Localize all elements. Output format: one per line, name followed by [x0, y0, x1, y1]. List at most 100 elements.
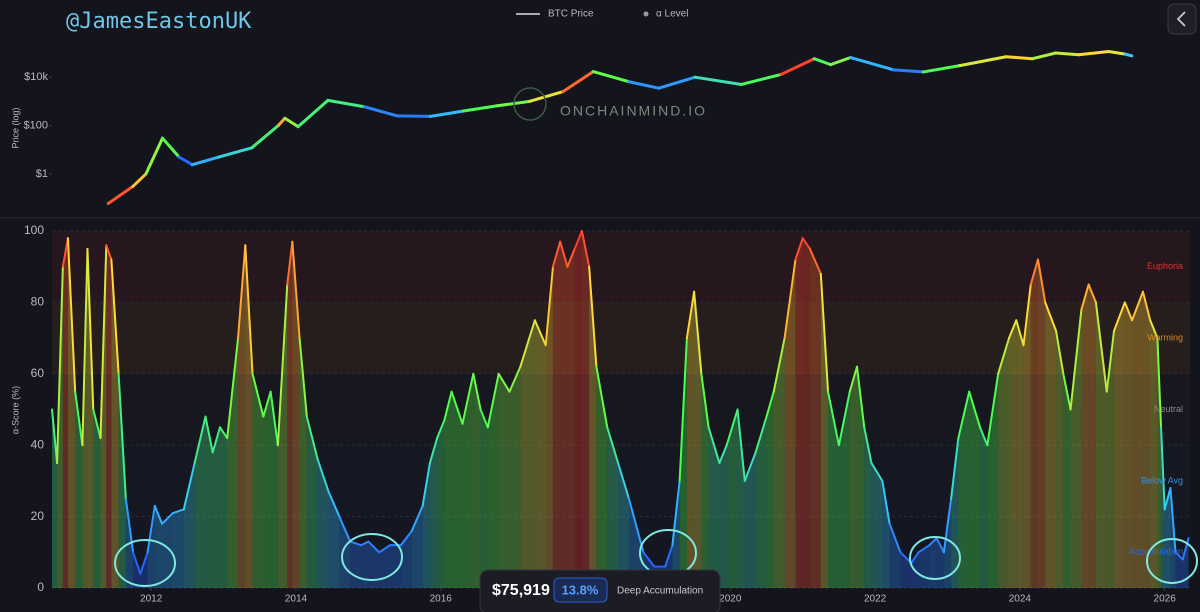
area-segment [212, 427, 220, 588]
score-segment [678, 337, 688, 482]
x-tick-label: 2022 [864, 594, 887, 605]
price-segment [528, 90, 565, 103]
score-segment [117, 372, 127, 500]
score-segment [986, 372, 1000, 447]
score-segment [1055, 329, 1065, 375]
area-segment [172, 509, 184, 588]
price-segment [144, 136, 164, 176]
area-segment [1124, 302, 1133, 588]
score-segment [66, 237, 77, 393]
score-segment [269, 390, 279, 447]
area-segment [487, 373, 499, 588]
area-segment [987, 373, 999, 588]
score-segment [1094, 301, 1108, 393]
area-segment [328, 491, 340, 588]
area-segment [498, 373, 510, 588]
price-segment [106, 185, 135, 205]
area-segment [106, 245, 112, 588]
area-segment [205, 416, 213, 588]
price-segment [829, 56, 853, 67]
score-segment [211, 426, 221, 454]
area-segment [1045, 302, 1057, 588]
score-segment [700, 372, 710, 429]
area-segment [277, 284, 288, 588]
score-segment [204, 415, 214, 454]
x-tick-label: 2024 [1009, 594, 1032, 605]
area-segment [263, 391, 271, 588]
score-segment [979, 426, 989, 447]
x-tick-label: 2012 [140, 594, 163, 605]
area-segment [1030, 259, 1038, 588]
zone-band [52, 231, 1190, 303]
score-segment [881, 479, 891, 525]
button-frame[interactable] [1167, 3, 1197, 35]
area-segment [111, 259, 119, 588]
area-segment [400, 530, 412, 588]
score-segment [1015, 319, 1025, 347]
area-segment [628, 498, 644, 588]
area-segment [87, 248, 94, 588]
area-segment [429, 438, 438, 588]
brand-logo [513, 87, 547, 121]
score-segment [61, 237, 69, 268]
area-segment [1182, 538, 1189, 588]
zone-label: Neutral [1154, 404, 1183, 414]
score-segment [74, 390, 84, 447]
area-segment [227, 338, 239, 588]
y-tick-label: 0 [37, 580, 44, 594]
score-segment [1169, 487, 1177, 554]
price-segment [561, 70, 595, 94]
price-segment [283, 116, 300, 129]
area-segment [737, 409, 745, 588]
score-segment [291, 240, 301, 340]
area-segment [252, 373, 264, 588]
score-segment [808, 247, 822, 275]
price-segment [812, 57, 833, 67]
score-segment [606, 426, 620, 465]
score-segment [1105, 329, 1115, 393]
area-segment [929, 538, 937, 588]
price-segment [1054, 51, 1081, 57]
price-segment [190, 155, 221, 167]
score-segment [1029, 258, 1039, 286]
score-segment [1149, 319, 1159, 340]
area-segment [708, 427, 720, 588]
score-segment [182, 462, 196, 511]
area-segment [534, 320, 546, 588]
score-segment [870, 462, 884, 482]
price-segment [495, 99, 532, 108]
area-segment [871, 463, 883, 588]
score-segment [421, 462, 431, 507]
score-segment [718, 444, 728, 465]
area-segment [1009, 320, 1017, 588]
score-segment [92, 408, 102, 440]
score-segment [725, 408, 739, 447]
zone-label: Warming [1147, 332, 1183, 342]
area-segment [795, 238, 803, 588]
price-segment [693, 75, 743, 86]
y-tick-label: $100 [24, 119, 48, 131]
score-segment [827, 390, 840, 447]
score-segment [772, 337, 786, 393]
collapse-button[interactable] [1167, 3, 1197, 35]
score-segment [132, 551, 142, 575]
area-segment [784, 259, 796, 588]
price-segment [1004, 55, 1035, 61]
score-segment [855, 365, 866, 429]
highlight-circle [1146, 538, 1198, 584]
score-segment [595, 365, 609, 429]
score-segment [942, 497, 953, 554]
score-segment [765, 390, 775, 418]
area-segment [719, 445, 727, 588]
score-segment [1087, 283, 1097, 304]
score-segment [99, 244, 108, 440]
area-segment [368, 541, 380, 588]
zone-label: Euphoria [1147, 261, 1183, 271]
score-segment [244, 244, 254, 375]
price-segment [849, 56, 896, 72]
area-segment [245, 245, 253, 588]
area-segment [744, 452, 756, 588]
score-segment [794, 237, 804, 261]
area-segment [270, 391, 278, 588]
